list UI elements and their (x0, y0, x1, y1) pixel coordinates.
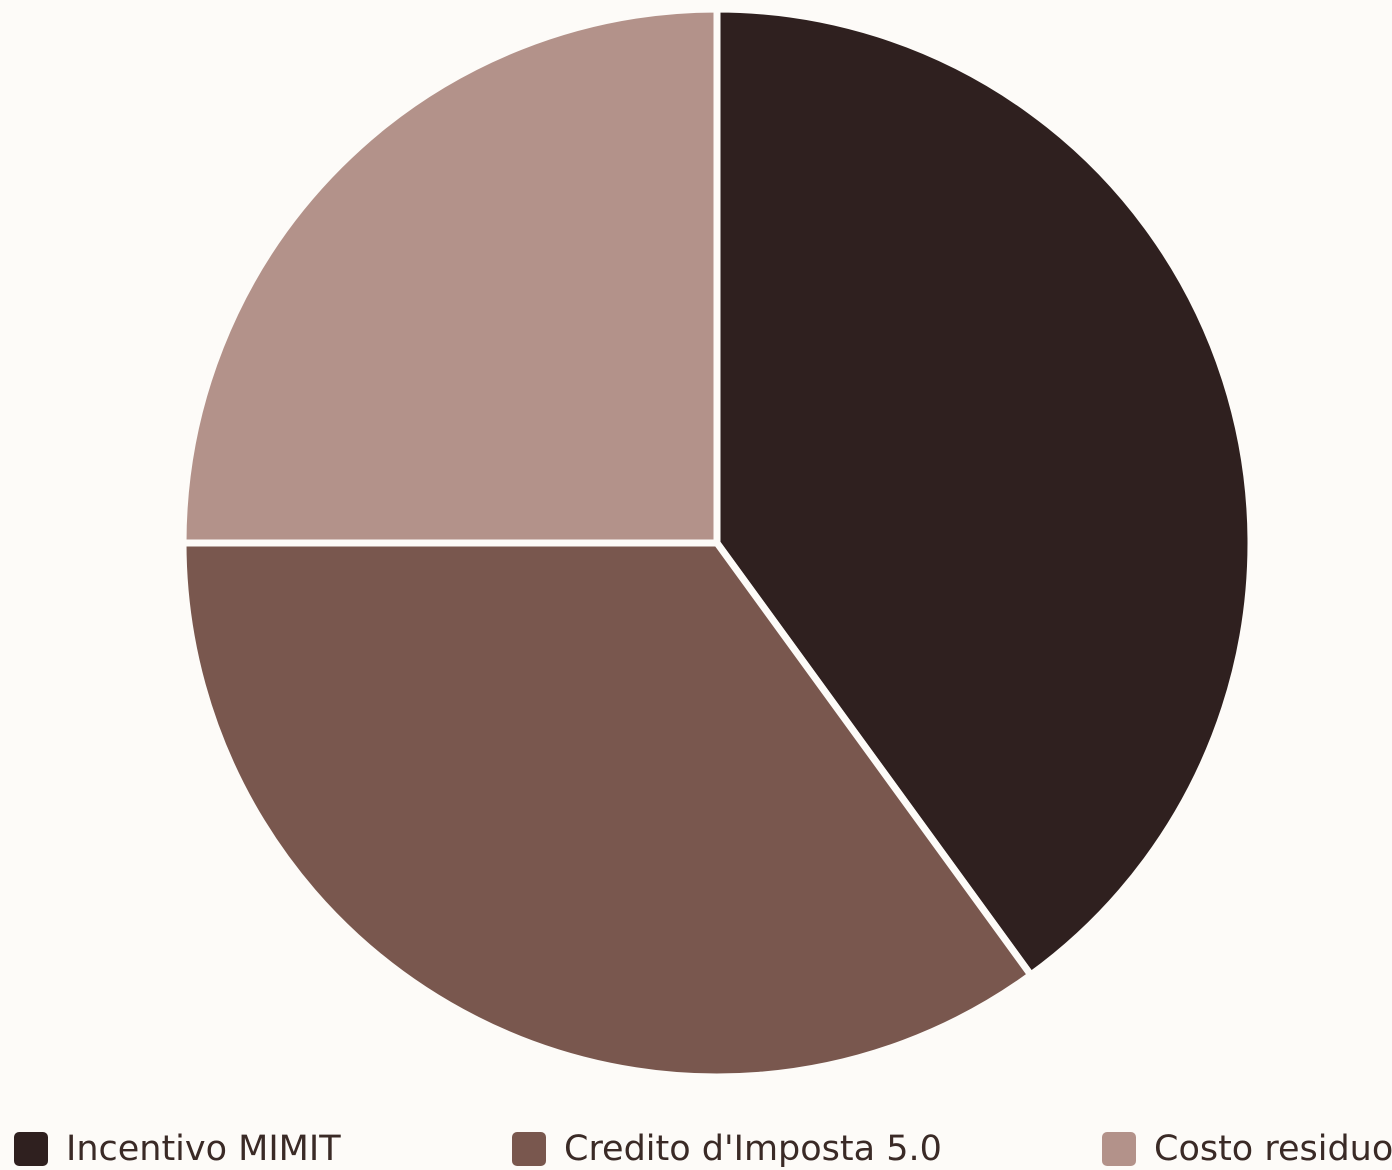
legend-item-credito-imposta[interactable]: Credito d'Imposta 5.0 (512, 1130, 942, 1168)
legend-swatch-credito-imposta (512, 1132, 546, 1166)
chart-legend: Incentivo MIMIT Credito d'Imposta 5.0 Co… (0, 1126, 1392, 1170)
legend-label-credito-imposta: Credito d'Imposta 5.0 (564, 1129, 942, 1169)
legend-swatch-incentivo-mimit (14, 1132, 48, 1166)
legend-label-costo-residuo: Costo residuo (1154, 1129, 1392, 1169)
pie-slice-credito-d-imposta-5-0[interactable] (179, 539, 1035, 1081)
pie-slices (179, 5, 1255, 1081)
pie-chart-plot (179, 5, 1255, 1081)
legend-item-incentivo-mimit[interactable]: Incentivo MIMIT (14, 1130, 341, 1168)
pie-slice-incentivo-mimit[interactable] (713, 5, 1255, 979)
pie-slice-costo-residuo[interactable] (179, 5, 721, 547)
legend-item-costo-residuo[interactable]: Costo residuo (1102, 1130, 1392, 1168)
legend-swatch-costo-residuo (1102, 1132, 1136, 1166)
legend-label-incentivo-mimit: Incentivo MIMIT (66, 1129, 341, 1169)
